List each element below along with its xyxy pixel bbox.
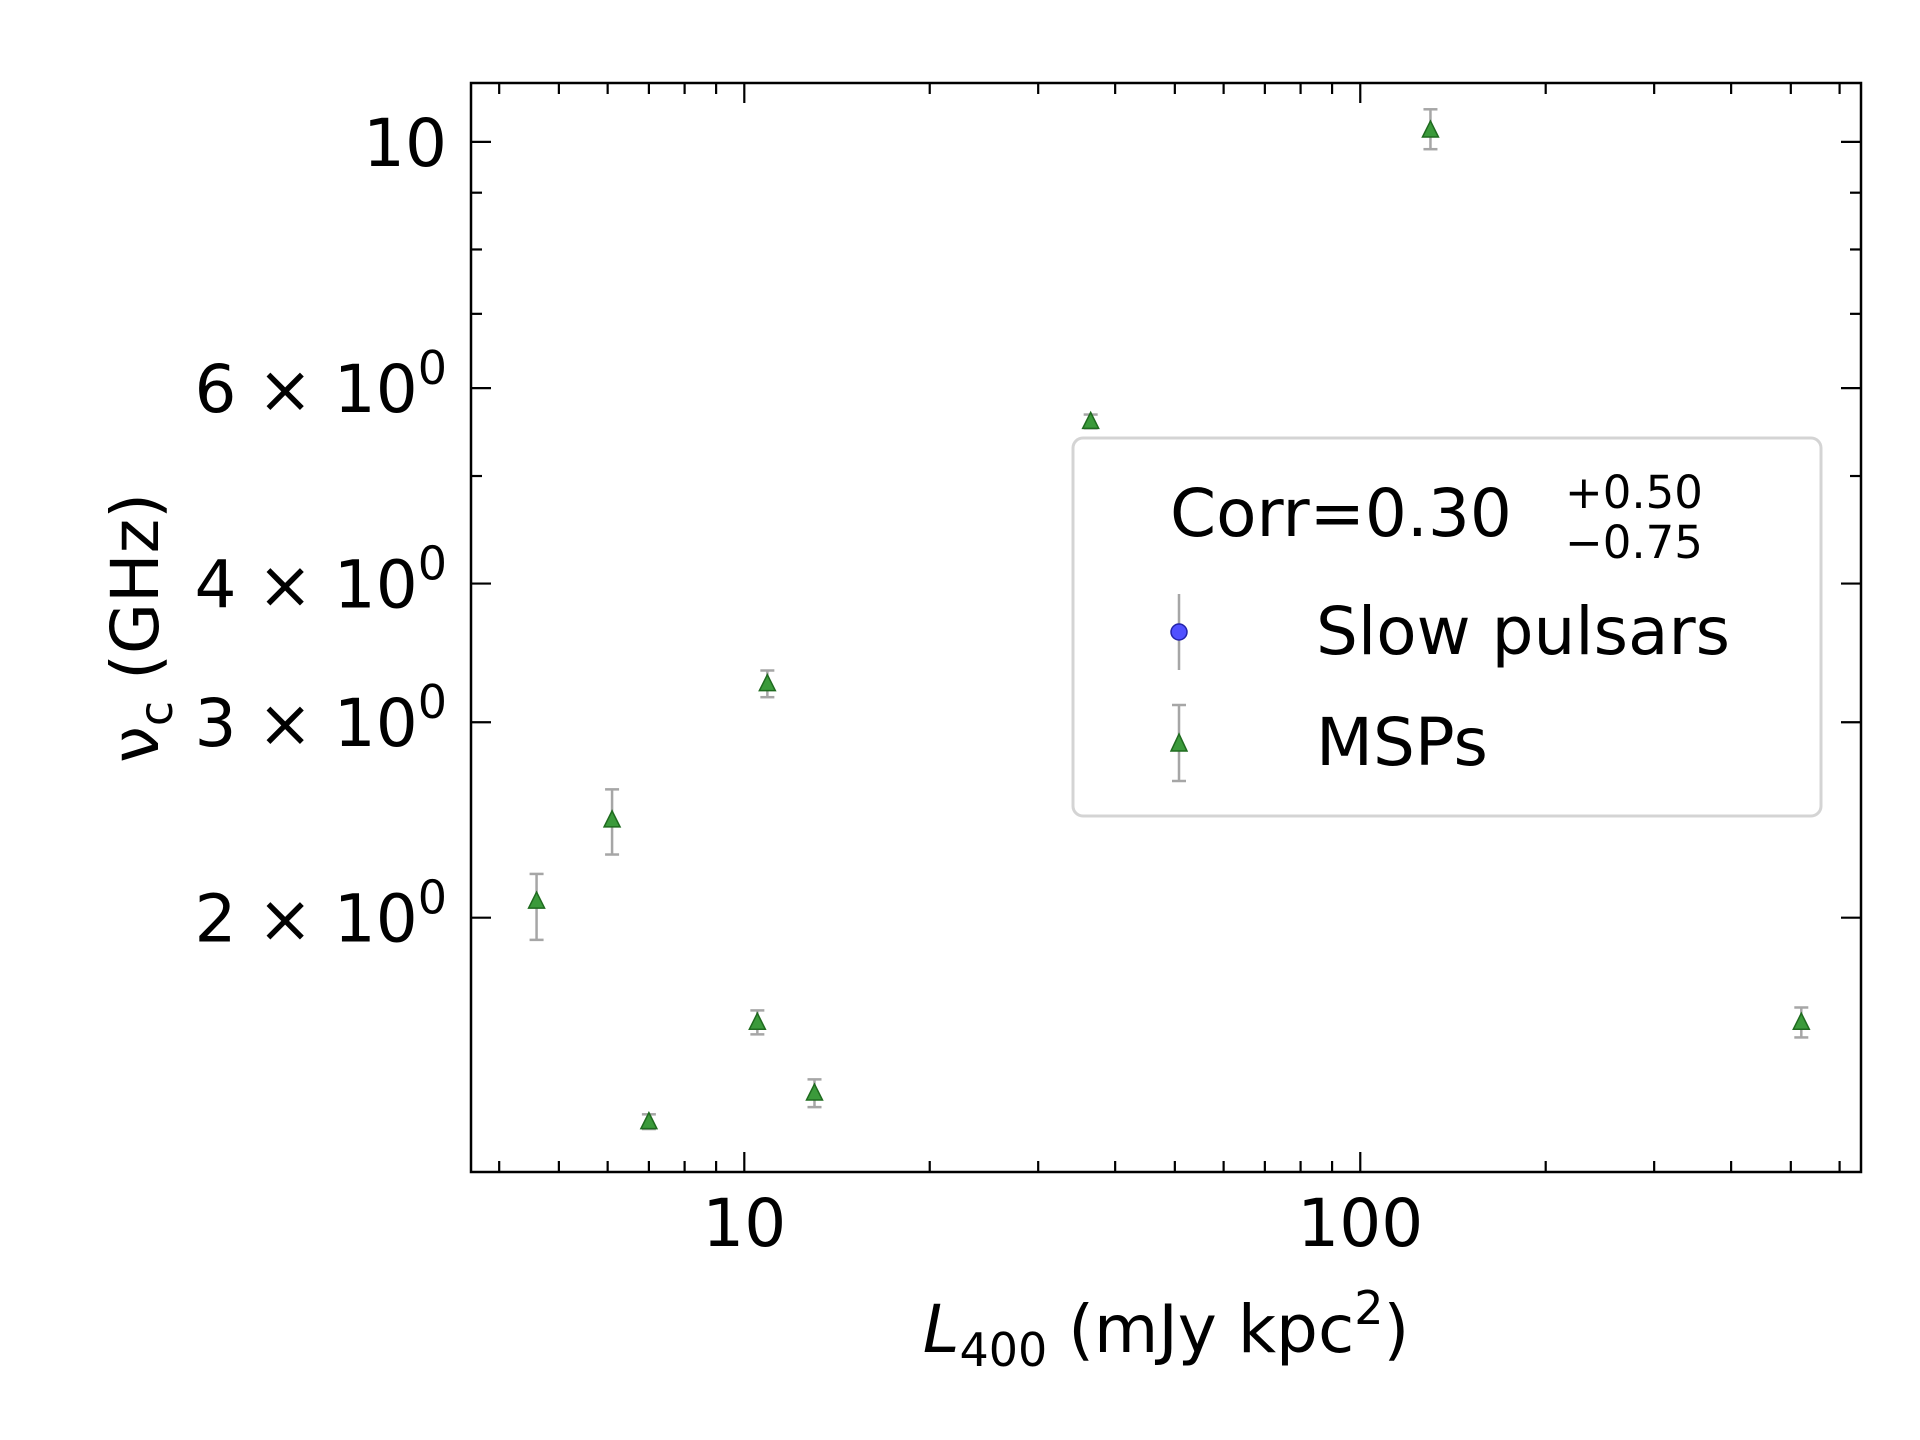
- legend-title-upper: +0.50: [1565, 466, 1703, 519]
- data-point: [639, 1110, 659, 1131]
- legend-label-slow: Slow pulsars: [1316, 593, 1730, 670]
- y-axis-label: νc (GHz): [97, 493, 183, 763]
- legend-marker-slow: [1170, 623, 1188, 641]
- legend-marker-msp: [1169, 732, 1189, 752]
- data-point: [1792, 1006, 1811, 1039]
- legend-title: Corr=0.30: [1170, 475, 1512, 552]
- triangle-marker: [639, 1110, 659, 1130]
- triangle-marker: [758, 672, 777, 692]
- legend-title-lower: −0.75: [1565, 516, 1703, 569]
- y-tick-label: 4 × 100: [194, 537, 447, 624]
- triangle-marker: [602, 809, 622, 828]
- triangle-marker: [1792, 1011, 1811, 1030]
- data-point: [748, 1009, 767, 1036]
- plot-frame: [469, 81, 1863, 1174]
- y-tick-label: 2 × 100: [194, 871, 447, 958]
- data-markers: [527, 108, 1811, 1131]
- data-point: [527, 872, 546, 942]
- x-tick-label: 100: [1297, 1185, 1423, 1262]
- triangle-marker: [1081, 410, 1100, 430]
- triangle-marker: [1421, 119, 1440, 138]
- x-tick-label: 10: [702, 1185, 786, 1262]
- y-tick-label: 10: [363, 105, 447, 182]
- x-axis-label: L400 (mJy kpc2): [923, 1281, 1410, 1377]
- y-tick-label: 6 × 100: [194, 341, 447, 428]
- data-point: [758, 669, 777, 699]
- legend-box: [1071, 436, 1823, 818]
- legend-label-msp: MSPs: [1316, 704, 1488, 781]
- data-point: [602, 788, 622, 856]
- data-point: [1421, 108, 1440, 151]
- data-point: [805, 1078, 824, 1109]
- legend: Corr=0.30 +0.50 −0.75 Slow pulsars MSPs: [1071, 436, 1823, 818]
- triangle-marker: [805, 1082, 824, 1101]
- axis-ticks: 10 100 2 × 100 3 × 100 4 × 100 6 × 100 10: [194, 83, 1861, 1262]
- triangle-marker: [527, 890, 546, 909]
- triangle-marker: [748, 1011, 767, 1030]
- data-point: [1081, 410, 1100, 430]
- y-tick-label: 3 × 100: [194, 675, 447, 762]
